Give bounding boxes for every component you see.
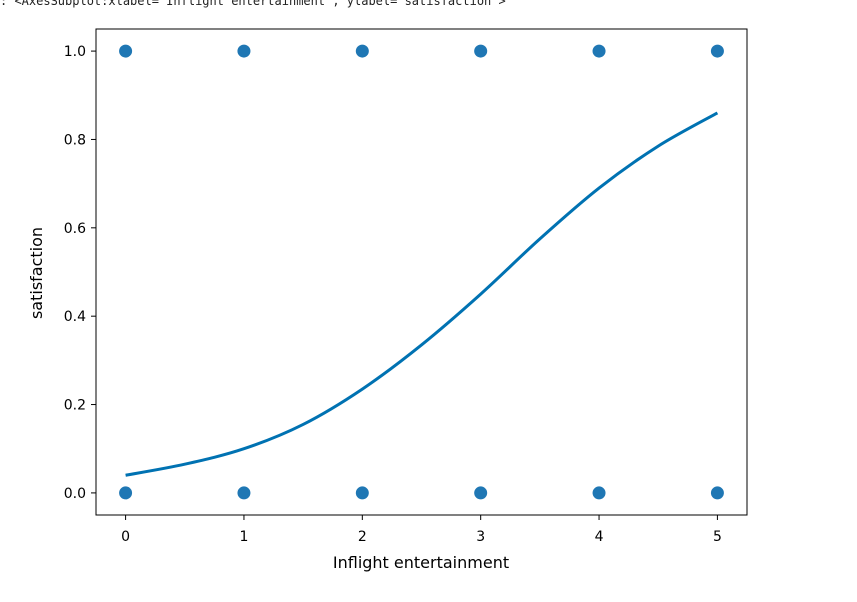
y-tick-label: 0.6	[64, 221, 86, 237]
x-tick-label: 2	[358, 529, 367, 545]
scatter-point	[119, 44, 133, 58]
y-tick-label: 0.2	[64, 398, 86, 414]
scatter-point	[355, 44, 369, 58]
x-axis: 0 1 2 3 4 5	[121, 515, 722, 545]
y-tick-label: 0.8	[64, 132, 86, 148]
scatter-point	[710, 44, 724, 58]
scatter-point	[355, 486, 369, 500]
scatter-point	[710, 486, 724, 500]
scatter-points	[119, 44, 724, 500]
output-repr-text: : <AxesSubplot:xlabel='Inflight entertai…	[0, 0, 506, 8]
scatter-point	[474, 44, 488, 58]
scatter-point	[592, 44, 606, 58]
plot-frame	[95, 28, 748, 516]
x-tick-label: 4	[595, 529, 604, 545]
scatter-point	[237, 44, 251, 58]
scatter-point	[119, 486, 133, 500]
scatter-point	[237, 486, 251, 500]
y-tick-label: 0.0	[64, 486, 86, 502]
y-tick-label: 1.0	[64, 44, 86, 60]
x-tick-label: 5	[713, 529, 722, 545]
scatter-point	[592, 486, 606, 500]
y-axis: 0.0 0.2 0.4 0.6 0.8 1.0	[64, 44, 96, 502]
y-tick-label: 0.4	[64, 309, 86, 325]
scatter-point	[474, 486, 488, 500]
x-tick-label: 3	[476, 529, 485, 545]
x-tick-label: 0	[121, 529, 130, 545]
y-axis-label: satisfaction	[27, 227, 46, 319]
x-tick-label: 1	[239, 529, 248, 545]
logistic-fit-line	[125, 111, 719, 477]
x-axis-label: Inflight entertainment	[333, 553, 509, 572]
